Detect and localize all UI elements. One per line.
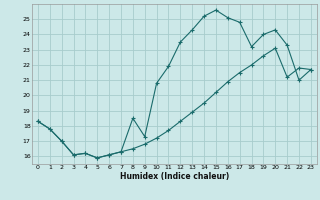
X-axis label: Humidex (Indice chaleur): Humidex (Indice chaleur) bbox=[120, 172, 229, 181]
